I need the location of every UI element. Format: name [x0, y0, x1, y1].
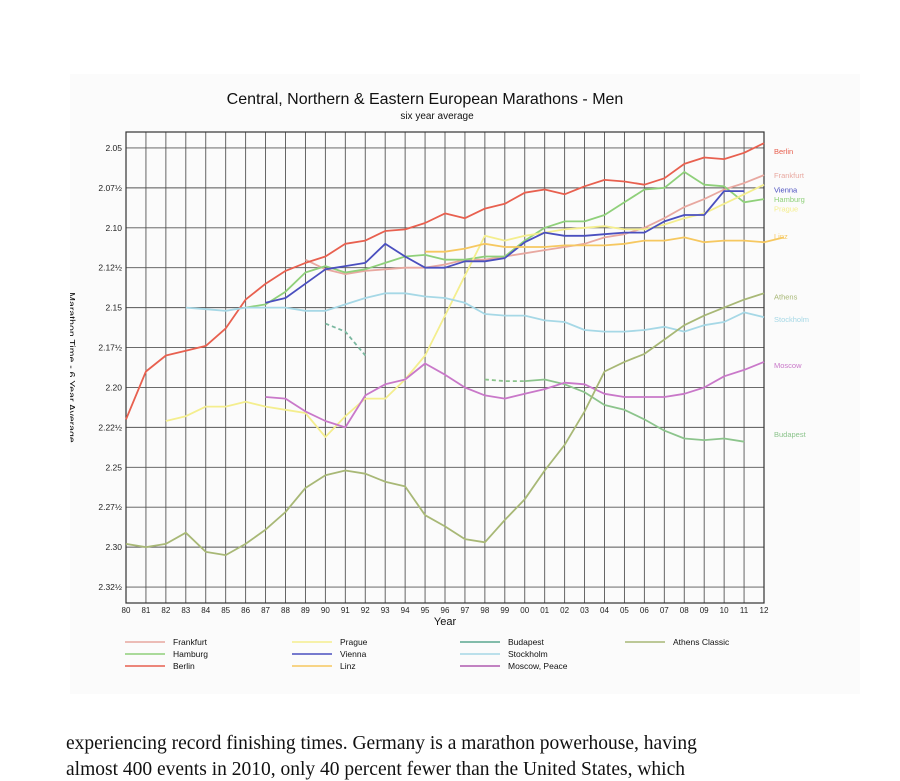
- series-line-athens: [125, 292, 765, 557]
- y-axis-label: Marathon Time - 6 Year Average: [70, 292, 77, 443]
- x-tick-label: 85: [221, 606, 230, 615]
- x-tick-label: 89: [301, 606, 310, 615]
- x-tick-label: 96: [441, 606, 450, 615]
- y-tick-label: 2.27½: [98, 502, 122, 512]
- x-tick-label: 99: [500, 606, 509, 615]
- legend-label: Linz: [340, 661, 356, 671]
- x-tick-label: 91: [341, 606, 350, 615]
- x-tick-label: 98: [480, 606, 489, 615]
- end-label: Hamburg: [774, 195, 805, 204]
- end-label: Linz: [774, 232, 788, 241]
- series-line-frankfurt: [305, 174, 765, 276]
- x-tick-label: 05: [620, 606, 629, 615]
- end-label: Prague: [774, 205, 798, 214]
- x-tick-label: 08: [680, 606, 689, 615]
- legend-label: Hamburg: [173, 649, 208, 659]
- x-tick-label: 06: [640, 606, 649, 615]
- x-tick-label: 10: [720, 606, 729, 615]
- y-tick-label: 2.12½: [98, 263, 122, 273]
- x-tick-label: 80: [122, 606, 131, 615]
- end-label: Vienna: [774, 185, 798, 194]
- x-axis-label: Year: [434, 616, 457, 628]
- y-tick-label: 2.22½: [98, 422, 122, 432]
- x-tick-label: 90: [321, 606, 330, 615]
- end-label: Berlin: [774, 147, 793, 156]
- x-tick-label: 09: [700, 606, 709, 615]
- x-tick-label: 82: [161, 606, 170, 615]
- x-tick-label: 87: [261, 606, 270, 615]
- x-tick-label: 94: [401, 606, 410, 615]
- y-tick-label: 2.32½: [98, 582, 122, 592]
- series-line-prague: [165, 183, 765, 438]
- x-tick-label: 03: [580, 606, 589, 615]
- series-line-moscow: [265, 361, 765, 429]
- chart-subtitle: six year average: [400, 111, 474, 122]
- y-tick-label: 2.30: [105, 542, 122, 552]
- x-tick-label: 92: [361, 606, 370, 615]
- end-label: Frankfurt: [774, 171, 805, 180]
- x-tick-label: 00: [520, 606, 529, 615]
- y-tick-label: 2.25: [105, 462, 122, 472]
- end-label: Stockholm: [774, 315, 809, 324]
- x-tick-label: 93: [381, 606, 390, 615]
- series-line-berlin: [125, 142, 765, 420]
- chart-figure: Central, Northern & Eastern European Mar…: [70, 74, 860, 694]
- series-line-linz: [425, 236, 785, 253]
- body-text-line-2: almost 400 events in 2010, only 40 perce…: [66, 759, 685, 780]
- end-label: Athens: [774, 292, 798, 301]
- x-tick-label: 11: [740, 606, 749, 615]
- series-line-stockholm: [185, 292, 765, 333]
- x-tick-label: 81: [141, 606, 150, 615]
- y-tick-label: 2.07½: [98, 183, 122, 193]
- y-tick-label: 2.10: [105, 223, 122, 233]
- legend-label: Moscow, Peace: [508, 661, 568, 671]
- plot-frame: [125, 131, 765, 604]
- end-label: Moscow: [774, 361, 802, 370]
- end-label: Budapest: [774, 430, 807, 439]
- y-tick-label: 2.15: [105, 303, 122, 313]
- x-tick-label: 04: [600, 606, 609, 615]
- legend-label: Budapest: [508, 637, 545, 647]
- legend-label: Athens Classic: [673, 637, 730, 647]
- x-tick-label: 95: [421, 606, 430, 615]
- x-tick-label: 01: [540, 606, 549, 615]
- y-tick-label: 2.20: [105, 382, 122, 392]
- series-line-budapest: [524, 378, 745, 443]
- body-text-line-1: experiencing record finishing times. Ger…: [66, 733, 697, 754]
- legend-label: Prague: [340, 637, 368, 647]
- x-tick-label: 12: [760, 606, 769, 615]
- legend-label: Berlin: [173, 661, 195, 671]
- x-tick-label: 07: [660, 606, 669, 615]
- x-tick-label: 83: [181, 606, 190, 615]
- y-tick-label: 2.05: [105, 143, 122, 153]
- y-tick-label: 2.17½: [98, 343, 122, 353]
- series-line-moscow-dashed: [325, 322, 366, 357]
- x-tick-label: 97: [460, 606, 469, 615]
- legend-label: Vienna: [340, 649, 367, 659]
- legend-label: Frankfurt: [173, 637, 208, 647]
- legend-label: Stockholm: [508, 649, 548, 659]
- x-tick-label: 86: [241, 606, 250, 615]
- series-line-vienna: [265, 190, 745, 304]
- x-tick-label: 02: [560, 606, 569, 615]
- x-tick-label: 88: [281, 606, 290, 615]
- x-tick-label: 84: [201, 606, 210, 615]
- line-chart: Central, Northern & Eastern European Mar…: [70, 91, 809, 671]
- chart-title: Central, Northern & Eastern European Mar…: [227, 91, 624, 108]
